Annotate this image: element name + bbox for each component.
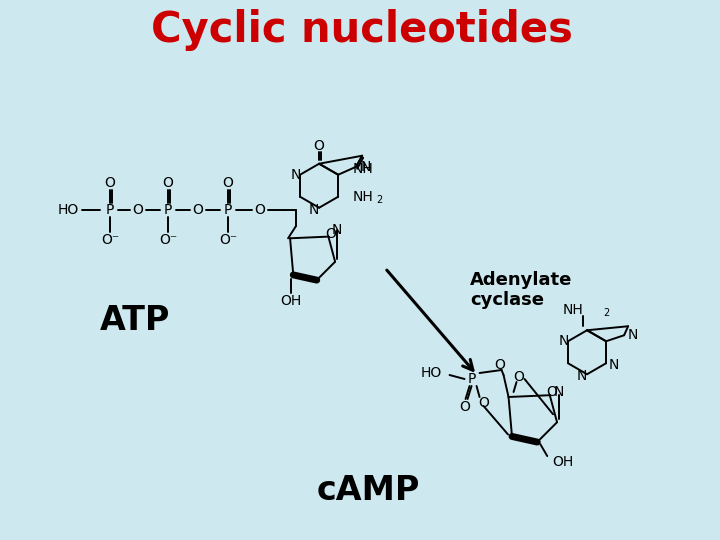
Text: ATP: ATP — [100, 303, 170, 336]
Text: O: O — [494, 358, 505, 372]
Text: P: P — [106, 203, 114, 217]
Text: P: P — [164, 203, 172, 217]
Text: NH: NH — [562, 303, 583, 317]
Text: OH: OH — [552, 455, 574, 469]
Text: O⁻: O⁻ — [159, 233, 177, 247]
Text: N: N — [559, 334, 570, 348]
Text: O: O — [163, 176, 174, 190]
Text: O: O — [192, 203, 204, 217]
Text: HO: HO — [58, 203, 78, 217]
Text: HO: HO — [420, 366, 441, 380]
Text: O: O — [222, 176, 233, 190]
Text: NH: NH — [352, 190, 373, 204]
Text: O: O — [132, 203, 143, 217]
Text: P: P — [224, 203, 232, 217]
Text: O: O — [255, 203, 266, 217]
Text: cAMP: cAMP — [316, 474, 420, 507]
Text: N: N — [609, 358, 619, 372]
Text: N: N — [332, 222, 342, 237]
Text: N: N — [628, 328, 639, 342]
Text: Adenylate
cyclase: Adenylate cyclase — [470, 271, 572, 309]
Text: N: N — [291, 168, 301, 182]
Text: P: P — [467, 372, 476, 386]
Text: 2: 2 — [376, 195, 382, 205]
Text: N: N — [577, 369, 588, 383]
Text: O: O — [314, 139, 325, 153]
Text: O: O — [459, 400, 470, 414]
Text: O⁻: O⁻ — [101, 233, 119, 247]
Text: N: N — [360, 160, 371, 174]
Text: O: O — [478, 396, 489, 410]
Text: OH: OH — [281, 294, 302, 308]
Text: Cyclic nucleotides: Cyclic nucleotides — [151, 9, 573, 51]
Text: 2: 2 — [603, 308, 609, 318]
Text: O: O — [325, 227, 336, 241]
Text: O⁻: O⁻ — [219, 233, 237, 247]
Text: N: N — [309, 202, 319, 217]
Text: O: O — [513, 370, 524, 384]
Text: O: O — [546, 385, 557, 399]
Text: N: N — [554, 385, 564, 399]
Text: NH: NH — [352, 161, 373, 176]
Text: O: O — [104, 176, 115, 190]
